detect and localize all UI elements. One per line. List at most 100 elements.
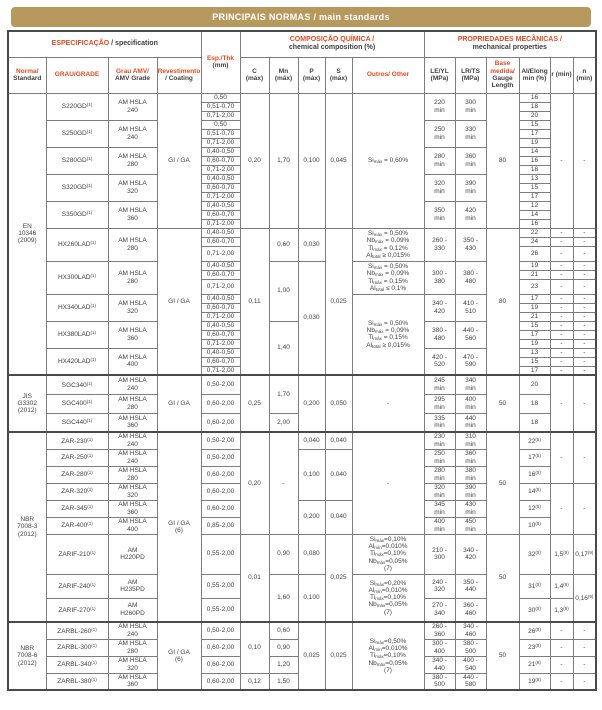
r-min-cell: 1,5(9) — [549, 533, 574, 575]
n-min-cell: - — [572, 638, 597, 657]
mn-max-cell: 0,60 — [268, 621, 299, 640]
amv-grade-cell: AM HSLA 360 — [107, 200, 158, 229]
n-min-cell: - — [572, 431, 597, 484]
elongation-cell: 19 — [518, 260, 551, 271]
thickness-cell: 0,40-0,50 — [200, 320, 241, 331]
table-title: PRINCIPAIS NORMAS / main standards — [11, 7, 591, 27]
grade-cell: HX380LAD(1) — [45, 320, 109, 349]
r-min-cell: - — [549, 672, 574, 691]
le-yl-cell: 300 -380 — [423, 260, 456, 295]
table-row: 0,60-0,70 19- - — [8, 302, 597, 313]
header-p-max-cell: P (máx) — [297, 56, 326, 94]
thickness-cell: 0,51-0,70 — [200, 128, 241, 139]
gauge-length-cell: 50 — [485, 431, 520, 535]
le-yl-cell: 250 min — [423, 448, 456, 467]
grade-cell: S280GD(1) — [45, 146, 109, 175]
elongation-cell: 17 — [518, 293, 551, 304]
other-cell: - — [351, 431, 425, 535]
norma-cell: NBR 7008-3 (2012) — [7, 431, 47, 623]
grade-cell: HX260LAD(1) — [45, 227, 109, 262]
grade-cell: HX300LAD(1) — [45, 260, 109, 295]
thickness-cell: 0,40-0,50 — [200, 173, 241, 184]
le-yl-cell: 245 min — [423, 374, 456, 395]
thickness-cell: 0,40-0,50 — [200, 260, 241, 271]
amv-grade-cell: AM HSLA 400 — [107, 347, 158, 376]
elongation-cell: 32(5) — [518, 533, 551, 575]
elongation-cell: 22(5) — [518, 431, 551, 450]
lr-ts-cell: 420 min — [454, 200, 487, 229]
grade-cell: ZAR-230(1) — [45, 431, 109, 450]
lr-ts-cell: 390 min — [454, 482, 487, 501]
gauge-length-cell: 50 — [485, 374, 520, 433]
table-row: ZAR-280(1) AM HSLA 280 0,60-2,00 280 min 380 mi… — [8, 465, 596, 484]
r-min-cell: - — [549, 245, 574, 262]
thickness-cell: 0,50-2,00 — [200, 621, 241, 640]
s-max-cell: 0,025 — [324, 533, 353, 623]
coating-cell: GI / GA — [156, 227, 202, 376]
elongation-cell: 17 — [518, 191, 551, 202]
thickness-cell: 0,71-2,00 — [200, 278, 241, 295]
elongation-cell: 10(5) — [518, 516, 551, 535]
other-cell: Simáx = 0,50% Nbmáx = 0,09% Timáx = 0,12% A… — [351, 227, 425, 262]
n-min-cell: - — [572, 227, 597, 238]
n-min-cell: - — [572, 236, 597, 247]
lr-ts-cell: 310 min — [454, 431, 487, 450]
thickness-cell: 0,55-2,00 — [200, 573, 241, 599]
r-min-cell: - — [549, 92, 574, 229]
thickness-cell: 0,50 — [200, 119, 241, 130]
amv-grade-cell: AM H260PD — [107, 597, 158, 623]
grade-cell: S350GD(1) — [45, 200, 109, 229]
header-mn-max-cell: Mn (máx) — [268, 56, 299, 94]
n-min-cell: - — [572, 365, 597, 376]
amv-grade-cell: AM HSLA 360 — [107, 320, 158, 349]
elongation-cell: 12 — [518, 200, 551, 211]
amv-grade-cell: AM HSLA 240 — [107, 448, 158, 467]
grade-cell: HX420LAD(1) — [45, 347, 109, 376]
grade-cell: ZAR-320(1) — [45, 482, 109, 501]
elongation-cell: 12(5) — [518, 499, 551, 518]
elongation-cell: 17 — [518, 365, 551, 376]
r-min-cell: - — [549, 236, 574, 247]
thickness-cell: 0,60-2,00 — [200, 465, 241, 484]
other-cell: Simáx = 0,60% — [351, 92, 425, 229]
other-cell: Simáx = 0,50% Nbmáx = 0,09% Timáx = 0,15% A… — [351, 260, 425, 295]
mn-max-cell: 1,00 — [268, 260, 299, 322]
elongation-cell: 26(8) — [518, 621, 551, 640]
thickness-cell: 0,51-0,70 — [200, 101, 241, 112]
table-row: Norma/Standard GRAU/GRADE Grau AMV/AMV Gra… — [7, 56, 597, 94]
table-row: NBR 7008-6 (2012) ZARBL-260(1) AM HSLA 240 GI … — [7, 621, 597, 691]
table-row: 0,71-2,00 26- - — [8, 245, 597, 262]
p-max-cell: 0,100 — [297, 92, 326, 229]
r-min-cell: - — [549, 302, 574, 313]
lr-ts-cell: 330 min — [454, 119, 487, 148]
mn-max-cell: 1,50 — [268, 672, 299, 691]
thickness-cell: 0,40-0,50 — [200, 347, 241, 358]
amv-grade-cell: AM HSLA 360 — [107, 672, 158, 691]
r-min-cell: - — [549, 278, 574, 295]
lr-ts-cell: 380 -480 — [454, 260, 487, 295]
le-yl-cell: 220 min — [423, 92, 456, 121]
amv-grade-cell: AM HSLA 400 — [107, 516, 158, 535]
le-yl-cell: 250 min — [423, 119, 456, 148]
mn-max-cell: - — [268, 431, 299, 535]
amv-grade-cell: AM HSLA 280 — [107, 393, 158, 414]
le-yl-cell: 280 min — [423, 465, 456, 484]
lr-ts-cell: 390 min — [454, 173, 487, 202]
c-max-cell: 0,20 — [239, 92, 270, 229]
amv-grade-cell: AM HSLA 280 — [107, 638, 158, 657]
table-row: ESPECIFICAÇÃO / specification Esp./Thk (mm… — [7, 30, 597, 94]
header-le-yl-cell: LE/YL (MPa) — [423, 56, 456, 94]
p-max-cell: 0,200 — [297, 499, 326, 535]
elongation-cell: 24 — [518, 236, 551, 247]
elongation-cell: 21(8) — [518, 655, 551, 674]
elongation-cell: 13 — [518, 347, 551, 358]
mn-max-cell: 1,40 — [268, 320, 299, 376]
header-grade-cell: GRAU/GRADE — [45, 56, 109, 94]
n-min-cell: - — [572, 245, 597, 262]
amv-grade-cell: AM HSLA 320 — [107, 482, 158, 501]
elongation-cell: 23 — [518, 278, 551, 295]
n-min-cell: - — [572, 347, 597, 358]
s-max-cell: 0,040 — [324, 431, 353, 450]
elongation-cell: 19 — [518, 302, 551, 313]
n-min-cell: - — [572, 356, 597, 367]
